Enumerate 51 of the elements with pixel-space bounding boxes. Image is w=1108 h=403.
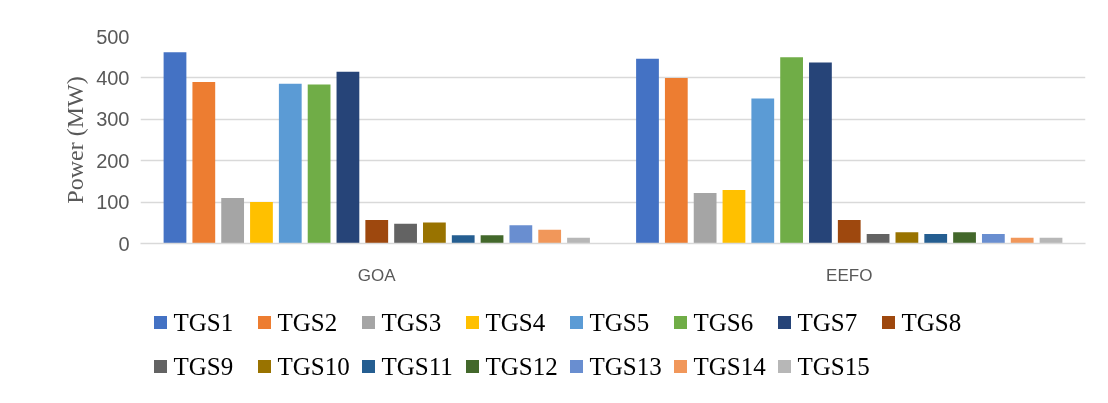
- x-tick-label: GOA: [357, 265, 397, 285]
- bar: [336, 71, 360, 244]
- bar: [221, 197, 245, 244]
- bar: [423, 222, 446, 244]
- legend-label: TGS12: [485, 353, 558, 380]
- bar: [664, 77, 688, 244]
- y-tick-label: 300: [96, 108, 130, 131]
- y-axis-title: Power (MW): [62, 76, 89, 204]
- bar: [751, 98, 775, 244]
- legend-label: TGS10: [277, 353, 350, 380]
- bar: [693, 192, 717, 244]
- legend-label: TGS9: [173, 353, 234, 380]
- legend-label: TGS8: [901, 309, 962, 336]
- x-tick-label: EEFO: [826, 265, 873, 285]
- bar: [953, 232, 976, 244]
- bar: [981, 233, 1005, 244]
- bar: [250, 202, 273, 244]
- legend-label: TGS15: [797, 353, 870, 380]
- legend-label: TGS14: [693, 353, 767, 380]
- legend-label: TGS6: [693, 309, 754, 336]
- y-tick-label: 400: [96, 66, 130, 89]
- y-tick-label: 500: [96, 25, 130, 48]
- legend-label: TGS1: [173, 309, 234, 336]
- bar: [307, 84, 331, 244]
- y-tick-label: 200: [96, 149, 130, 172]
- bar: [509, 225, 533, 244]
- legend-label: TGS4: [485, 309, 546, 336]
- bar: [809, 62, 832, 244]
- bar: [278, 83, 302, 244]
- y-tick-label: 100: [96, 191, 130, 214]
- legend-label: TGS2: [277, 309, 338, 336]
- bar: [365, 219, 389, 244]
- bar: [394, 223, 417, 244]
- bar: [895, 232, 919, 244]
- bar: [538, 229, 562, 244]
- bar: [163, 52, 187, 244]
- legend-label: TGS11: [381, 353, 453, 380]
- bar: [866, 233, 890, 244]
- legend-label: TGS5: [589, 309, 650, 336]
- legend-label: TGS7: [797, 309, 858, 336]
- legend-label: TGS3: [381, 309, 442, 336]
- bar: [722, 190, 746, 244]
- bar: [837, 219, 861, 244]
- bar: [480, 235, 504, 244]
- bar: [924, 233, 948, 244]
- legend-label: TGS13: [589, 353, 662, 380]
- bar: [780, 57, 803, 244]
- bar: [636, 58, 659, 244]
- bar: [192, 82, 216, 244]
- bar: [451, 235, 475, 244]
- y-tick-label: 0: [118, 232, 130, 255]
